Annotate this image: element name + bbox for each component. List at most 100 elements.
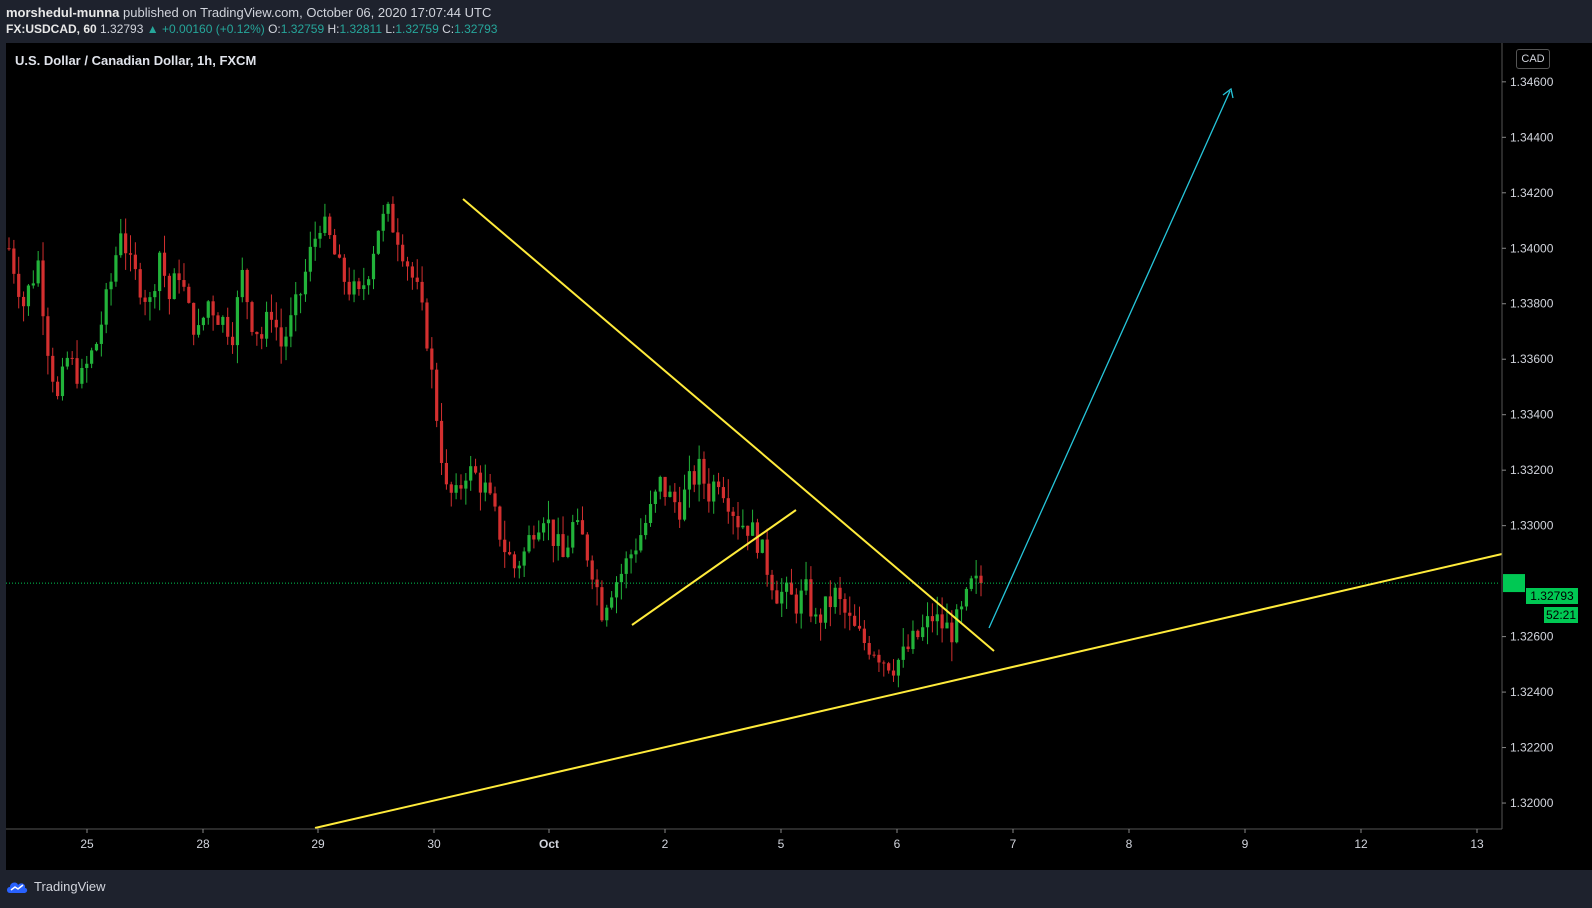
candle-body xyxy=(877,654,881,663)
price-change: +0.00160 (+0.12%) xyxy=(162,22,265,36)
candle-body xyxy=(264,311,269,339)
candle-body xyxy=(221,316,225,325)
candle-body xyxy=(153,291,157,298)
candle-body xyxy=(401,244,405,262)
candle-body xyxy=(955,609,959,643)
candle-body xyxy=(17,273,21,297)
ohlc-line: FX:USDCAD, 60 1.32793 ▲ +0.00160 (+0.12%… xyxy=(6,22,497,36)
candle-body xyxy=(469,466,473,481)
candle-body xyxy=(439,420,444,463)
candle-body xyxy=(342,257,346,282)
candle-body xyxy=(542,523,546,533)
candle-body xyxy=(235,297,240,346)
candle-body xyxy=(872,654,876,656)
symbol-label: FX:USDCAD, 60 xyxy=(6,22,97,36)
candle-body xyxy=(600,587,604,621)
candle-body xyxy=(299,294,303,296)
price-tick-label: 1.33200 xyxy=(1510,463,1554,477)
time-tick-label: 2 xyxy=(662,837,669,851)
candle-body xyxy=(104,289,108,325)
currency-button[interactable]: CAD xyxy=(1516,49,1550,69)
candle-body xyxy=(950,622,954,643)
candle-body xyxy=(255,331,259,335)
candle-body xyxy=(906,646,910,650)
candle-body xyxy=(731,511,735,516)
candle-body xyxy=(590,560,594,580)
price-tick-label: 1.32400 xyxy=(1510,685,1554,699)
candle-body xyxy=(585,534,589,561)
candle-body xyxy=(780,591,784,604)
candle-body xyxy=(109,281,113,290)
candle-body xyxy=(99,324,103,344)
candle-body xyxy=(420,281,424,303)
candle-body xyxy=(381,213,385,231)
candle-body xyxy=(512,554,517,569)
chart-frame[interactable] xyxy=(6,43,1592,870)
candle-body xyxy=(935,614,939,622)
price-tick-label: 1.34000 xyxy=(1510,241,1554,255)
time-tick-label: 12 xyxy=(1354,837,1368,851)
time-tick-label: 5 xyxy=(778,837,785,851)
publish-header: morshedul-munna published on TradingView… xyxy=(0,0,1592,40)
candle-body xyxy=(26,285,31,307)
candle-body xyxy=(707,483,711,502)
flag-trendline xyxy=(631,509,797,626)
candle-body xyxy=(80,367,84,384)
candle-body xyxy=(648,504,653,523)
candle-series xyxy=(7,196,983,688)
candle-body xyxy=(721,487,726,499)
brand-name: TradingView xyxy=(34,879,106,894)
candle-body xyxy=(610,597,614,608)
candle-body xyxy=(901,646,905,660)
candle-body xyxy=(158,252,162,292)
candle-body xyxy=(12,248,16,274)
candle-body xyxy=(435,369,439,421)
candle-body xyxy=(410,266,414,278)
candle-body xyxy=(415,277,419,282)
candle-body xyxy=(887,663,891,671)
candle-body xyxy=(668,491,672,497)
close-value: 1.32793 xyxy=(454,22,498,36)
candle-body xyxy=(537,532,541,540)
candle-body xyxy=(367,279,371,286)
candle-body xyxy=(41,260,45,317)
candle-body xyxy=(770,574,774,591)
candle-body xyxy=(240,269,244,298)
candle-body xyxy=(313,238,317,247)
time-tick-label: 7 xyxy=(1010,837,1017,851)
candle-body xyxy=(143,297,147,302)
price-tick-label: 1.32200 xyxy=(1510,741,1554,755)
descending-trendline xyxy=(462,198,995,652)
candle-body xyxy=(386,203,390,214)
candle-body xyxy=(736,515,740,528)
tradingview-logo[interactable]: TradingView xyxy=(6,879,106,894)
projection-arrow xyxy=(988,90,1231,629)
author-name[interactable]: morshedul-munna xyxy=(6,5,120,20)
candle-body xyxy=(775,590,779,604)
candle-body xyxy=(371,253,376,280)
candle-body xyxy=(488,482,492,494)
footer-bar xyxy=(0,870,1592,908)
candle-body xyxy=(250,302,254,332)
candle-body xyxy=(746,525,750,536)
candle-body xyxy=(124,233,128,254)
candle-body xyxy=(128,253,133,255)
candle-body xyxy=(459,485,463,489)
candle-body xyxy=(211,301,215,316)
candle-body xyxy=(925,616,930,628)
candle-body xyxy=(493,493,497,507)
candle-body xyxy=(522,551,526,566)
published-text: published on TradingView.com, October 06… xyxy=(123,5,492,20)
drawings-layer xyxy=(6,87,1525,829)
candle-body xyxy=(799,590,803,614)
time-tick-label: 13 xyxy=(1470,837,1484,851)
candle-body xyxy=(853,615,857,626)
candle-body xyxy=(673,491,677,503)
candle-body xyxy=(687,471,691,490)
low-label: L: xyxy=(385,22,396,36)
candle-body xyxy=(7,248,11,250)
candle-body xyxy=(347,281,351,295)
candle-body xyxy=(833,587,837,608)
candle-body xyxy=(726,498,730,512)
